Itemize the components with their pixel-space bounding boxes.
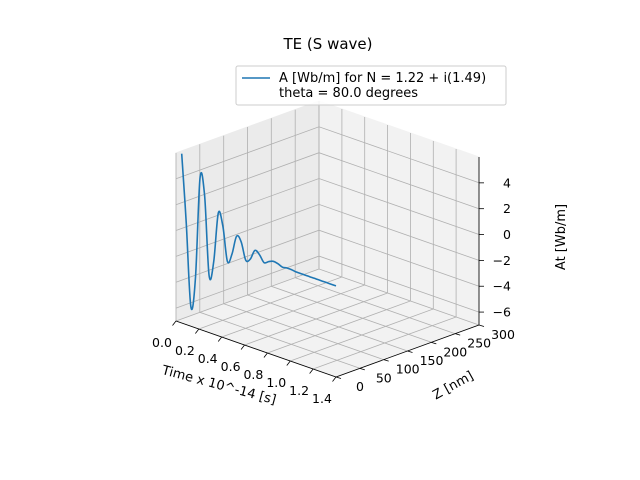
chart-title: TE (S wave) — [283, 35, 373, 53]
z-axis-label: At [Wb/m] — [554, 204, 569, 270]
z-grid-line-1 — [175, 229, 480, 287]
y-grid-line-4 — [270, 118, 432, 343]
x-tick-label-1: 0.2 — [175, 343, 195, 358]
z-grid-line-3 — [175, 178, 480, 235]
z-tick-label-3: 0 — [503, 227, 511, 242]
x-tick-mark-6 — [309, 368, 314, 374]
y-tick-mark-6 — [478, 324, 485, 327]
z-tick-label-1: −4 — [493, 279, 511, 294]
legend-entry-line-1: A [Wb/m] for N = 1.22 + i(1.49) — [279, 71, 486, 86]
y-tick-label-5: 250 — [467, 336, 491, 351]
legend: A [Wb/m] for N = 1.22 + i(1.49) theta = … — [235, 65, 507, 106]
x-tick-mark-0 — [172, 320, 177, 326]
x-tick-label-3: 0.6 — [221, 359, 241, 374]
y-tick-label-1: 50 — [376, 370, 392, 385]
y-tick-label-4: 200 — [443, 344, 467, 359]
series-line-0 — [180, 153, 337, 311]
y-tick-mark-5 — [455, 333, 461, 336]
legend-entry-line-2: theta = 80.0 degrees — [279, 86, 418, 101]
y-grid-line-3 — [247, 127, 408, 352]
x-tick-mark-1 — [195, 328, 200, 334]
z-tick-label-2: −2 — [493, 253, 511, 268]
x-tick-mark-2 — [217, 336, 223, 342]
z-tick-label-4: 2 — [503, 201, 511, 216]
x-tick-label-5: 1.0 — [266, 375, 286, 390]
z-tick-label-5: 4 — [503, 175, 511, 190]
y-tick-mark-2 — [383, 359, 389, 362]
x-tick-mark-7 — [332, 376, 337, 382]
y-tick-label-2: 100 — [396, 362, 420, 377]
z-grid-line-2 — [175, 203, 480, 261]
y-grid-line-2 — [223, 135, 384, 361]
tick-marks: 0.00.20.40.60.81.01.21.4 0 50 1001502002503… — [152, 175, 515, 406]
x-tick-mark-5 — [286, 360, 291, 366]
x-axis-line — [175, 320, 337, 378]
y-tick-mark-4 — [431, 341, 437, 345]
y-tick-mark-3 — [407, 350, 413, 353]
legend-frame — [235, 65, 507, 106]
y-tick-mark-0 — [335, 376, 342, 379]
z-tick-label-0: −6 — [493, 305, 511, 320]
y-grid-line-1 — [199, 144, 360, 369]
y-tick-mark-1 — [359, 367, 365, 371]
y-tick-label-3: 150 — [420, 353, 444, 368]
x-tick-label-2: 0.4 — [198, 351, 218, 366]
x-tick-label-4: 0.8 — [243, 367, 263, 382]
x-tick-mark-4 — [263, 352, 268, 358]
y-tick-label-0: 0 — [356, 379, 364, 394]
x-tick-label-0: 0.0 — [152, 335, 172, 350]
z-grid-line-4 — [175, 152, 480, 210]
y-tick-label-6: 300 — [491, 327, 515, 342]
z-grid-line-0 — [175, 255, 480, 313]
x-tick-label-6: 1.2 — [289, 383, 309, 398]
z-grid-line-5 — [175, 126, 480, 184]
data-series — [180, 153, 337, 311]
y-grid-line-5 — [294, 109, 456, 335]
x-tick-mark-3 — [240, 344, 245, 350]
y-grid-line-6 — [318, 101, 480, 326]
x-tick-label-7: 1.4 — [312, 391, 332, 406]
